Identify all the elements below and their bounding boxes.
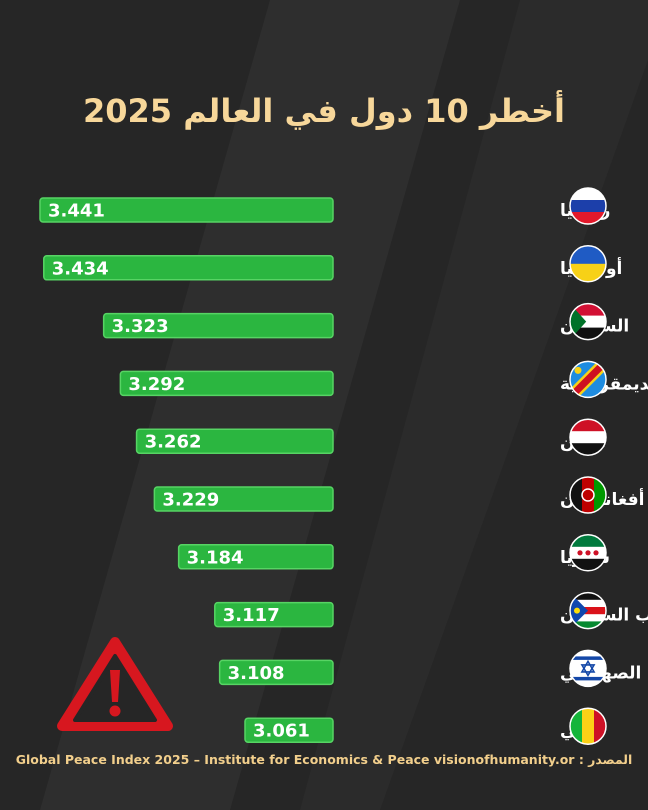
bar: [177, 544, 334, 570]
bar-value-label: 3.061: [253, 721, 310, 742]
bar-value-label: 3.292: [128, 374, 185, 395]
bar: [214, 601, 334, 628]
bar: [43, 255, 334, 281]
bar: [244, 717, 334, 743]
flag-south-sudan-icon: [570, 592, 606, 629]
bar: [218, 659, 334, 686]
bar-value-label: 3.323: [112, 316, 169, 337]
bar-value-label: 3.441: [48, 201, 105, 222]
bar: [135, 428, 334, 454]
bar: [39, 197, 334, 223]
bar-value-label: 3.229: [162, 490, 219, 511]
flag-star-of-david-icon: [570, 650, 606, 687]
source-note: المصدر : Global Peace Index 2025 – Insti…: [0, 752, 648, 767]
bar: [102, 312, 334, 339]
bar-value-label: 3.262: [145, 432, 202, 453]
bar: [153, 486, 334, 512]
bar-value-label: 3.117: [223, 605, 280, 626]
flag-ukraine-icon: [570, 245, 606, 282]
bar-value-label: 3.108: [228, 663, 285, 684]
bar: [119, 370, 334, 397]
bar-value-label: 3.184: [187, 547, 244, 568]
source-label: المصدر :: [578, 752, 633, 767]
warning-triangle-icon: [57, 637, 173, 731]
chart-title: أخطر 10 دول في العالم 2025: [83, 92, 565, 130]
bar-value-label: 3.434: [52, 258, 109, 279]
source-text: Global Peace Index 2025 – Institute for …: [15, 752, 575, 767]
